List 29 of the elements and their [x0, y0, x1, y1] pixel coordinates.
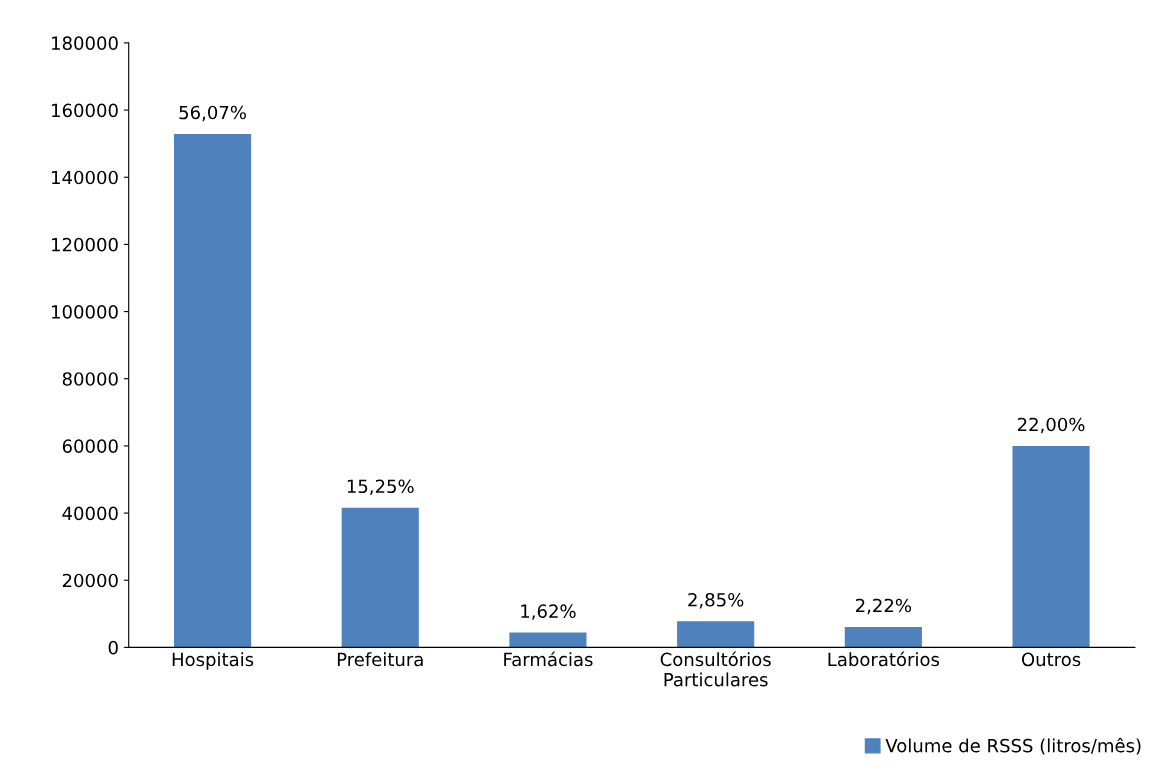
- x-tick-label: Prefeitura: [337, 652, 423, 667]
- y-tick-label: 140000: [52, 170, 118, 185]
- annotation: 22,00%: [1017, 417, 1085, 434]
- annotation: 56,07%: [179, 105, 246, 122]
- x-tick-label: Consultórios Particulares: [660, 651, 771, 687]
- x-tick-label: Laboratórios: [828, 651, 940, 667]
- bar: [509, 632, 587, 648]
- bar: [173, 133, 252, 648]
- y-tick-label: 80000: [62, 372, 118, 386]
- annotation: 1,62%: [521, 604, 576, 620]
- x-tick-label: Outros: [1021, 652, 1081, 667]
- y-tick-label: 0: [108, 640, 118, 655]
- annotation: 2,22%: [855, 598, 912, 615]
- y-tick-label: 180000: [52, 36, 118, 51]
- y-tick-label: 120000: [52, 237, 118, 252]
- y-tick-label: 40000: [62, 506, 118, 521]
- x-tick-label: Farmácias: [504, 651, 593, 667]
- x-tick-label: Hospitais: [172, 652, 254, 670]
- bar: [844, 626, 922, 648]
- bar: [1012, 445, 1090, 648]
- bar: [341, 507, 419, 648]
- y-tick-label: 160000: [52, 103, 118, 118]
- bar: [677, 621, 755, 648]
- y-tick-label: 20000: [62, 573, 118, 588]
- annotation: 15,25%: [347, 479, 414, 495]
- annotation: 2,85%: [688, 592, 744, 609]
- y-tick-label: 60000: [62, 439, 118, 454]
- legend-label: Volume de RSSS (litros/mês): [885, 737, 1141, 755]
- y-tick-label: 100000: [52, 305, 118, 319]
